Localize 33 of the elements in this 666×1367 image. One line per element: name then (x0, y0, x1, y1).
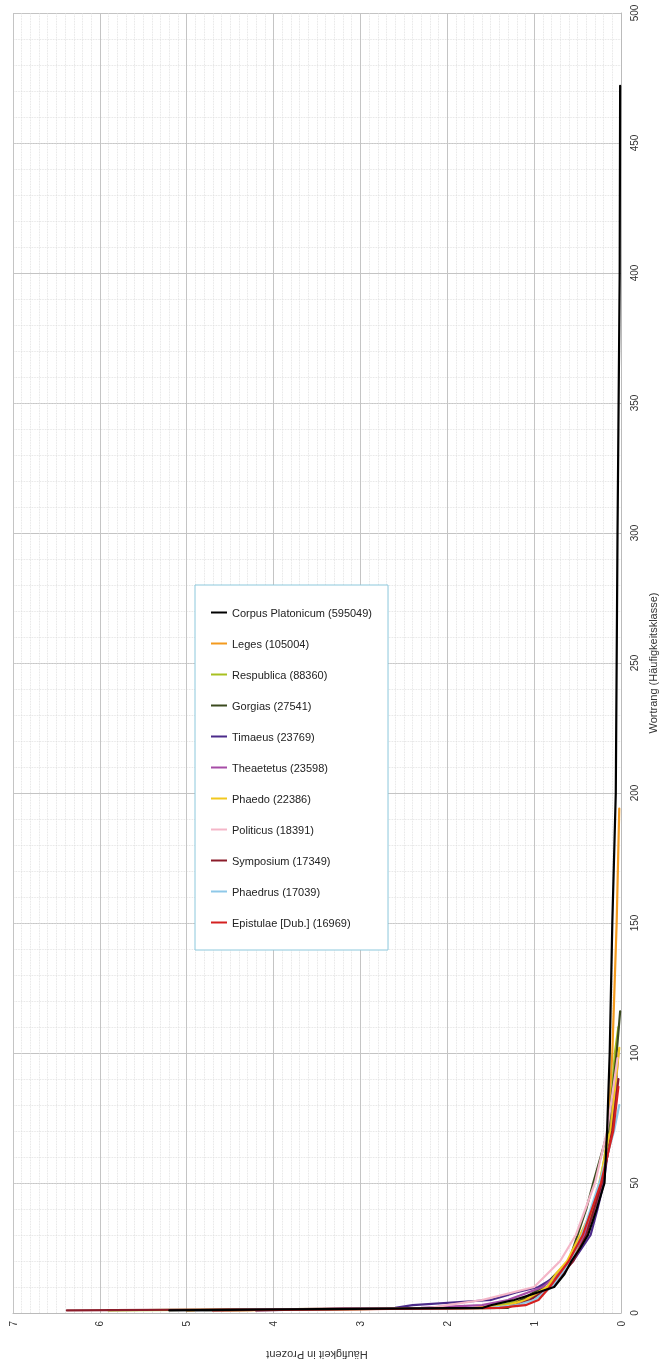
y-tick-label: 250 (628, 654, 640, 672)
legend-label: Symposium (17349) (232, 854, 331, 867)
y-tick-label: 0 (628, 1309, 640, 1316)
y-tick-label: 400 (628, 264, 640, 282)
y-tick-label: 100 (628, 1044, 640, 1062)
x-axis-title: Häufigkeit in Prozent (266, 1348, 368, 1361)
legend-label: Theaetetus (23598) (232, 761, 329, 774)
x-tick-label: 5 (181, 1320, 193, 1327)
legend-label: Gorgias (27541) (232, 699, 312, 712)
y-axis-title: Wortrang (Häufigkeitsklasse) (646, 592, 659, 734)
x-tick-label: 4 (268, 1320, 280, 1327)
x-tick-label: 0 (615, 1320, 627, 1327)
y-tick-label: 500 (628, 4, 640, 22)
y-tick-label: 450 (628, 134, 640, 152)
y-tick-label: 350 (628, 394, 640, 412)
legend-label: Phaedrus (17039) (232, 885, 321, 898)
x-tick-label: 1 (528, 1320, 540, 1327)
x-tick-label: 6 (94, 1320, 106, 1327)
legend-label: Timaeus (23769) (232, 730, 315, 743)
legend-label: Politicus (18391) (232, 823, 314, 836)
y-tick-label: 200 (628, 784, 640, 802)
line-series (168, 84, 622, 1312)
y-tick-label: 150 (628, 914, 640, 932)
legend-label: Respublica (88360) (232, 668, 328, 681)
x-tick-label: 2 (441, 1320, 453, 1327)
legend-label: Leges (105004) (232, 637, 310, 650)
y-tick-label: 300 (628, 524, 640, 542)
legend-label: Epistulae [Dub.] (16969) (232, 916, 351, 929)
x-tick-label: 3 (354, 1320, 366, 1327)
x-tick-label: 7 (7, 1320, 19, 1327)
legend-label: Corpus Platonicum (595049) (232, 606, 373, 619)
legend-label: Phaedo (22386) (232, 792, 311, 805)
y-tick-label: 50 (628, 1177, 640, 1189)
